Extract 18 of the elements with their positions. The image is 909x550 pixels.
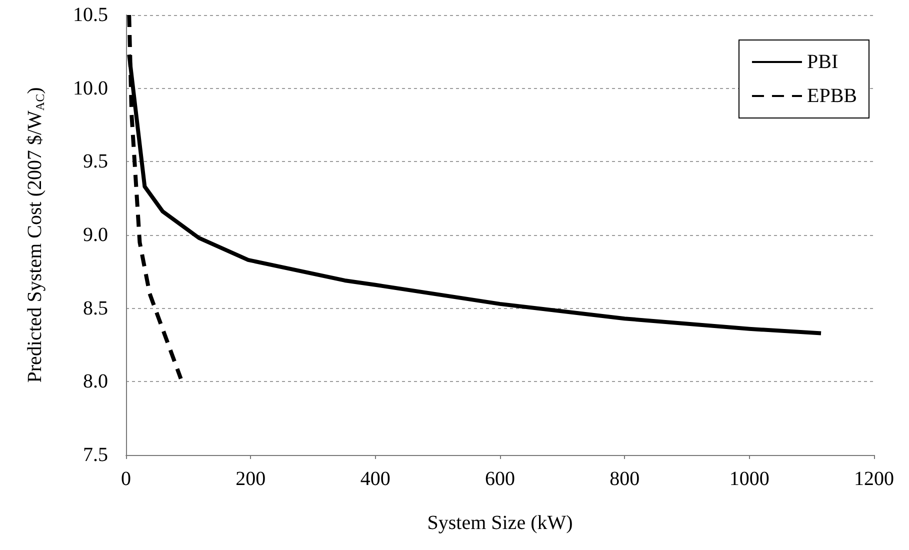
y-axis-title: Predicted System Cost (2007 $/WAC) (24, 87, 47, 383)
x-tick-label: 600 (485, 468, 515, 490)
y-tick-label: 9.5 (83, 150, 108, 173)
legend-label: EPBB (806, 85, 858, 107)
y-tick-label: 10.0 (73, 77, 108, 100)
x-tick-label: 0 (121, 468, 131, 490)
x-tick-label: 1000 (729, 468, 770, 490)
x-tick-label: 800 (610, 468, 640, 490)
x-tick-label: 400 (360, 468, 390, 490)
x-tick-label: 200 (236, 468, 266, 490)
x-axis-title: System Size (kW) (427, 512, 573, 534)
y-tick-label: 10.5 (73, 4, 108, 26)
y-tick-label: 8.0 (83, 370, 108, 393)
x-tick-label: 1200 (854, 468, 894, 490)
legend-label: PBI (806, 51, 838, 73)
y-tick-label: 9.0 (83, 224, 108, 246)
y-tick-label: 7.5 (83, 444, 108, 466)
y-tick-label: 8.5 (83, 297, 108, 320)
